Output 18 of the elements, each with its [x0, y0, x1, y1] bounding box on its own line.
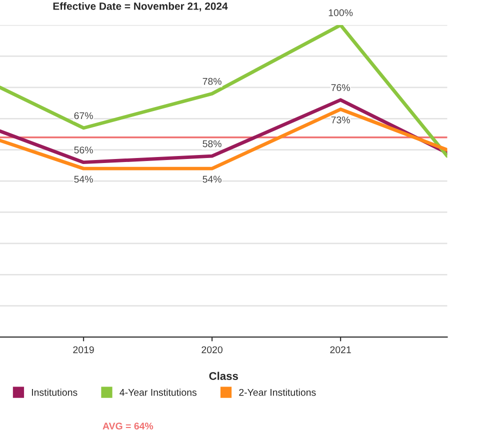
data-label: 78%: [202, 78, 222, 85]
data-label: 56%: [74, 146, 93, 154]
data-label: 58%: [202, 140, 222, 148]
legend-label: 2-Year Institutions: [239, 388, 316, 396]
data-label: 100%: [328, 9, 353, 16]
x-tick-label: 2021: [330, 346, 351, 354]
data-label: 73%: [331, 116, 350, 124]
legend-label: Institutions: [32, 388, 78, 396]
x-axis-title: Class: [209, 372, 238, 380]
ref-line-label: AVG = 64%: [102, 422, 154, 430]
x-tick-label: 2020: [202, 346, 222, 354]
data-label: 54%: [202, 176, 222, 183]
data-label: 76%: [331, 84, 350, 92]
legend-label: 4-Year Institutions: [120, 388, 197, 396]
chart-title: Effective Date = November 21, 2024: [53, 2, 228, 12]
data-label: 54%: [74, 176, 93, 183]
data-label: 67%: [74, 112, 93, 120]
x-tick-label: 2019: [73, 346, 94, 354]
